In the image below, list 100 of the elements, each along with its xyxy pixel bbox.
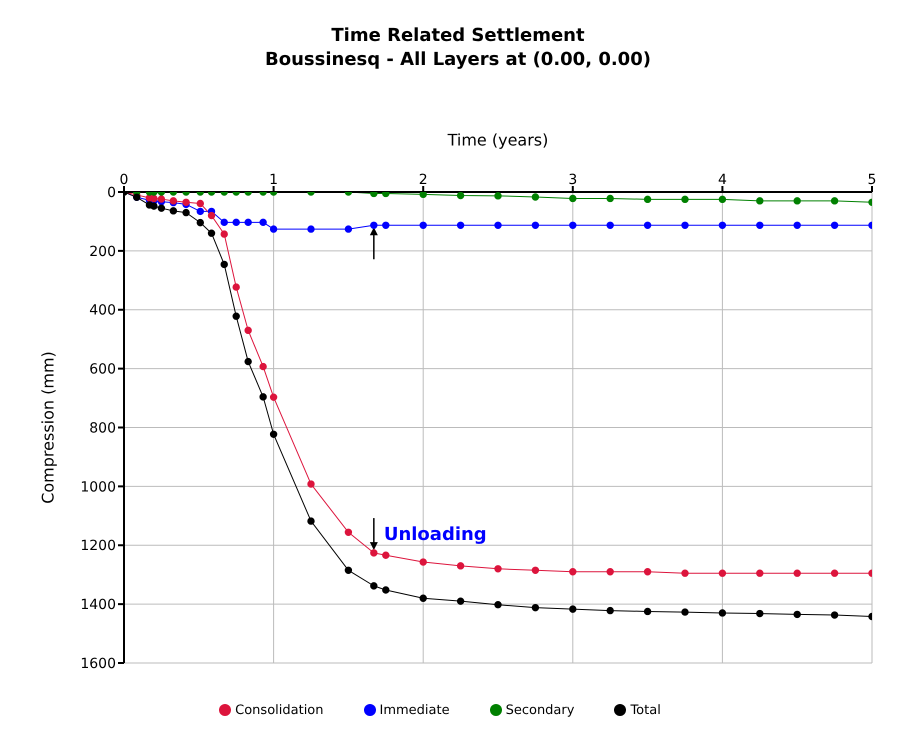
point	[270, 430, 278, 438]
point	[382, 586, 390, 594]
point	[794, 610, 801, 618]
point	[382, 192, 390, 198]
point	[259, 362, 267, 370]
point	[150, 202, 158, 210]
point	[344, 225, 352, 233]
point	[756, 610, 764, 618]
legend-label: Total	[630, 703, 661, 718]
point	[344, 528, 352, 536]
point	[606, 194, 614, 202]
point	[370, 222, 378, 229]
point	[718, 609, 726, 617]
point	[182, 208, 190, 216]
point	[307, 480, 315, 488]
point	[532, 604, 540, 612]
point	[756, 222, 764, 229]
point	[244, 218, 252, 226]
point	[307, 517, 315, 525]
point	[420, 558, 427, 566]
point	[259, 218, 267, 226]
chart-title: Time Related Settlement	[330, 24, 586, 48]
point	[569, 568, 576, 576]
point	[196, 200, 204, 208]
point	[220, 260, 228, 268]
x-tick-label: 1	[269, 172, 278, 188]
point	[232, 218, 240, 226]
point	[606, 222, 614, 229]
point	[532, 566, 540, 574]
point	[456, 562, 464, 570]
x-axis-title: Time (years)	[446, 130, 548, 150]
point	[270, 225, 278, 233]
point	[718, 196, 726, 204]
point	[606, 568, 614, 576]
legend-label: Immediate	[380, 703, 450, 718]
point	[344, 566, 352, 574]
point	[456, 222, 464, 229]
y-tick-label: 200	[89, 244, 116, 260]
point	[420, 222, 427, 229]
point	[420, 192, 427, 198]
point	[158, 195, 166, 203]
chart-subtitle: Boussinesq - All Layers at (0.00, 0.00)	[264, 48, 652, 72]
point	[370, 549, 378, 557]
y-axis-title: Compression (mm)	[38, 351, 58, 504]
point	[232, 283, 240, 291]
y-tick-label: 1000	[80, 479, 116, 496]
point	[794, 222, 801, 229]
point	[644, 196, 652, 204]
point	[718, 570, 726, 577]
y-tick-label: 600	[89, 362, 116, 378]
point	[244, 358, 252, 366]
point	[158, 204, 166, 212]
point	[196, 208, 204, 216]
y-tick-label: 400	[89, 302, 116, 319]
point	[756, 570, 764, 577]
point	[220, 218, 228, 226]
point	[681, 608, 689, 616]
x-tick-label: 3	[568, 172, 578, 188]
point	[220, 230, 228, 238]
point	[382, 552, 390, 559]
y-tick-label: 0	[107, 184, 116, 201]
y-tick-label: 1600	[80, 656, 116, 672]
x-tick-label: 0	[120, 172, 128, 188]
point	[644, 568, 652, 576]
x-tick-label: 5	[868, 172, 876, 188]
point	[382, 222, 390, 229]
annotation: Unloading	[384, 524, 487, 546]
point	[794, 570, 801, 577]
y-tick-label: 800	[89, 420, 116, 436]
point	[232, 312, 240, 320]
point	[569, 222, 576, 229]
point	[420, 594, 427, 602]
point	[681, 222, 689, 229]
point	[208, 212, 216, 220]
point	[196, 218, 204, 226]
x-tick-label: 4	[718, 172, 727, 188]
point	[259, 393, 267, 401]
point	[494, 222, 502, 229]
point	[756, 197, 764, 205]
point	[830, 222, 838, 229]
point	[644, 222, 652, 229]
point	[456, 192, 464, 200]
point	[830, 570, 838, 577]
legend-label: Consolidation	[235, 703, 324, 718]
y-tick-label: 1400	[80, 597, 116, 614]
point	[681, 570, 689, 577]
point	[644, 608, 652, 616]
point	[150, 194, 158, 202]
x-tick-label: 2	[418, 172, 428, 188]
point	[830, 611, 838, 619]
y-tick-label: 1200	[80, 538, 116, 554]
point	[208, 230, 216, 237]
point	[270, 393, 278, 401]
point	[681, 196, 689, 204]
point	[532, 193, 540, 201]
point	[494, 192, 502, 200]
point	[307, 225, 315, 233]
point	[170, 207, 178, 215]
point	[244, 326, 252, 334]
point	[494, 565, 502, 572]
